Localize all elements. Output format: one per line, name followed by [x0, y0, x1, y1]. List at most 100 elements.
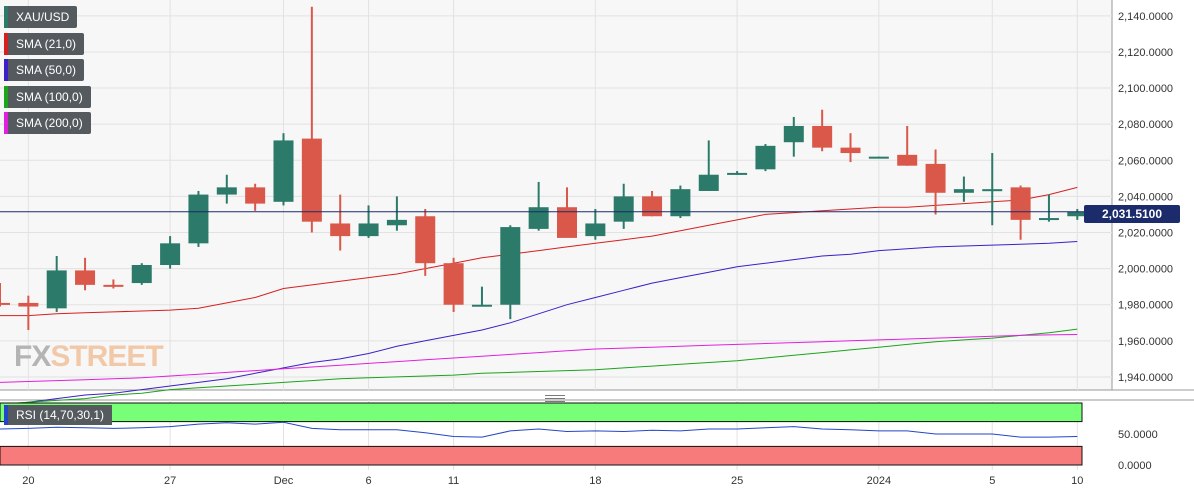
candle-body [528, 207, 549, 229]
candle-body [1038, 218, 1059, 221]
fxstreet-watermark-logo: FXSTREET [14, 340, 164, 374]
candle-body [897, 154, 918, 166]
price-tick-label: 2,000.0000 [1118, 264, 1173, 276]
candle-body [103, 284, 124, 287]
candle-body [613, 196, 634, 222]
watermark-street: STREET [50, 340, 163, 373]
candle-body [982, 189, 1003, 192]
rsi-oversold-band [0, 445, 1083, 466]
rsi-label: RSI (14,70,30,1) [16, 408, 105, 422]
price-tick-label: 2,060.0000 [1118, 155, 1173, 167]
sma-line [0, 334, 1078, 383]
indicator-label: SMA (21,0) [16, 37, 77, 51]
price-tick-label: 2,020.0000 [1118, 228, 1173, 240]
candle-body [585, 223, 606, 237]
date-tick-label: 18 [589, 475, 601, 487]
candle-body [386, 219, 407, 226]
sma-line [0, 241, 1078, 407]
candle-body [415, 216, 436, 264]
indicator-tag-rsi[interactable]: RSI (14,70,30,1) [4, 405, 113, 425]
candle-body [727, 172, 748, 175]
sma-21-color-swatch [4, 33, 8, 55]
candle-body [840, 147, 861, 154]
candle-body [330, 223, 351, 237]
candle-body [131, 265, 152, 284]
price-tick-label: 2,080.0000 [1118, 119, 1173, 131]
candle-body [1010, 187, 1031, 220]
price-axis-labels: 1,940.0000 1,960.0000 1,980.0000 2,000.0000… [1118, 11, 1173, 384]
price-tick-label: 2,140.0000 [1118, 11, 1173, 23]
candle-body [698, 174, 719, 191]
candle-body [755, 145, 776, 170]
price-tick-label: 2,040.0000 [1118, 191, 1173, 203]
candle-body [245, 187, 266, 204]
watermark-fx: FX [14, 340, 51, 373]
candle-body [273, 140, 294, 202]
candle-body [46, 270, 67, 309]
candle-body [160, 243, 181, 265]
candle-body [301, 138, 322, 222]
candle-body [443, 263, 464, 305]
sma-line [0, 328, 1078, 405]
date-tick-label: 10 [1071, 475, 1083, 487]
candle-body [75, 270, 96, 285]
symbol-label: XAU/USD [16, 10, 70, 24]
candle-body [1067, 211, 1088, 217]
candle-body [0, 302, 10, 305]
date-tick-label: Dec [274, 475, 294, 487]
date-tick-label: 2024 [867, 475, 891, 487]
price-tick-label: 1,960.0000 [1118, 336, 1173, 348]
grid [0, 0, 1112, 470]
indicator-tag-sma-50[interactable]: SMA (50,0) [4, 59, 85, 81]
rsi-tick-label: 50.0000 [1118, 429, 1158, 441]
price-tick-label: 1,940.0000 [1118, 372, 1173, 384]
date-axis-labels: 20 27 Dec 6 11 18 25 2024 5 10 [22, 475, 1083, 487]
price-tick-label: 2,100.0000 [1118, 83, 1173, 95]
candle-body [557, 207, 577, 238]
price-tick-label: 2,120.0000 [1118, 47, 1173, 59]
date-tick-label: 25 [731, 475, 743, 487]
rsi-axis-labels: 0.0000 50.0000 [1118, 429, 1158, 472]
sma-200-color-swatch [4, 112, 8, 134]
candle-body [188, 194, 209, 244]
candle-body [670, 189, 691, 217]
candle-body [471, 304, 492, 307]
rsi-line [0, 421, 1078, 438]
price-tick-label: 1,980.0000 [1118, 300, 1173, 312]
indicator-tag-sma-200[interactable]: SMA (200,0) [4, 112, 91, 134]
date-tick-label: 20 [22, 475, 34, 487]
indicator-label: SMA (200,0) [16, 116, 83, 130]
symbol-color-swatch [4, 6, 8, 28]
rsi-bands [0, 402, 1083, 466]
candle-body [216, 187, 237, 195]
candle-body [953, 189, 974, 193]
current-price-badge: 2,031.5100 [1084, 205, 1180, 223]
symbol-tag[interactable]: XAU/USD [4, 6, 78, 28]
sma-50-color-swatch [4, 59, 8, 81]
indicator-tag-sma-21[interactable]: SMA (21,0) [4, 33, 85, 55]
candle-body [18, 302, 39, 307]
date-tick-label: 5 [989, 475, 995, 487]
rsi-overbought-band [0, 402, 1083, 423]
pane-resize-handle[interactable] [545, 395, 565, 402]
candle-body [500, 227, 521, 305]
candle-body [358, 223, 379, 237]
sma-lines [0, 186, 1078, 407]
sma-100-color-swatch [4, 86, 8, 108]
date-tick-label: 6 [365, 475, 371, 487]
date-tick-label: 11 [448, 475, 459, 487]
rsi-tick-label: 0.0000 [1118, 460, 1152, 472]
candle-body [642, 196, 663, 217]
sma-line [0, 186, 1078, 317]
candle-body [925, 163, 946, 193]
candle-body [868, 156, 889, 159]
main-plot-background [0, 0, 1112, 390]
rsi-color-swatch [4, 405, 8, 425]
candle-body [783, 125, 804, 143]
rsi-series-line [0, 421, 1078, 438]
indicator-tag-sma-100[interactable]: SMA (100,0) [4, 86, 91, 108]
indicator-label: SMA (50,0) [16, 63, 77, 77]
date-tick-label: 27 [164, 475, 176, 487]
candle-body [812, 125, 833, 148]
